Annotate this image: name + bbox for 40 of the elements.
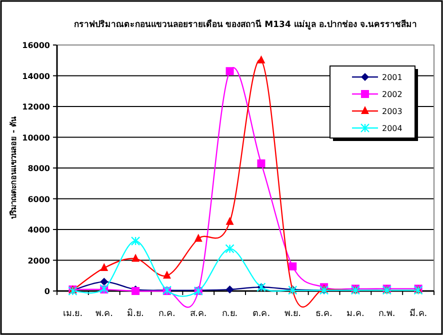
x-tick-label: พ.ค. [95, 309, 113, 319]
y-tick-label: 8000 [28, 164, 50, 173]
point [130, 236, 140, 246]
point [132, 254, 140, 262]
y-tick-label: 10000 [22, 133, 50, 142]
point [257, 159, 266, 168]
point [226, 67, 234, 76]
point [225, 244, 234, 254]
x-tick-label: เม.ย. [62, 309, 83, 319]
x-tick-label: พ.ย. [284, 309, 301, 319]
x-tick-label: มี.ค. [409, 308, 428, 319]
legend-label: 2003 [382, 107, 402, 116]
x-tick-label: ส.ค. [190, 309, 207, 319]
x-tick-label: ก.พ. [378, 309, 396, 319]
y-axis-title: ปริมาณตะกอนแขวนลอย - ตัน [9, 116, 18, 219]
y-tick-label: 14000 [22, 72, 50, 81]
x-tick-label: ต.ค. [252, 309, 270, 319]
y-tick-label: 2000 [28, 256, 50, 266]
point [100, 278, 108, 286]
legend-label: 2004 [382, 124, 402, 133]
x-tick-label: ก.ค. [158, 309, 176, 319]
point [226, 216, 234, 225]
chart-title: กราฟปริมาณตะกอนแขวนลอยรายเดือน ของสถานี M134 แม่มูล อ.ปากช่อง จ.นครราชสีมา [74, 19, 418, 30]
y-tick-label: 0 [44, 287, 50, 296]
point [288, 262, 297, 270]
y-tick-label: 16000 [22, 41, 50, 50]
y-tick-label: 4000 [28, 226, 50, 234]
x-tick-label: ก.ย. [222, 309, 238, 319]
point [100, 262, 108, 271]
x-tick-label: มิ.ย. [127, 308, 144, 319]
point [257, 55, 266, 64]
point [226, 285, 234, 294]
x-tick-label: ธ.ค. [316, 309, 332, 319]
y-tick-label: 6000 [28, 194, 50, 204]
point [162, 270, 171, 279]
legend-label: 2001 [382, 73, 402, 82]
x-tick-label: ม.ค. [346, 309, 364, 319]
legend-label: 2002 [382, 90, 402, 99]
y-tick-label: 12000 [22, 102, 50, 112]
point [194, 234, 202, 242]
